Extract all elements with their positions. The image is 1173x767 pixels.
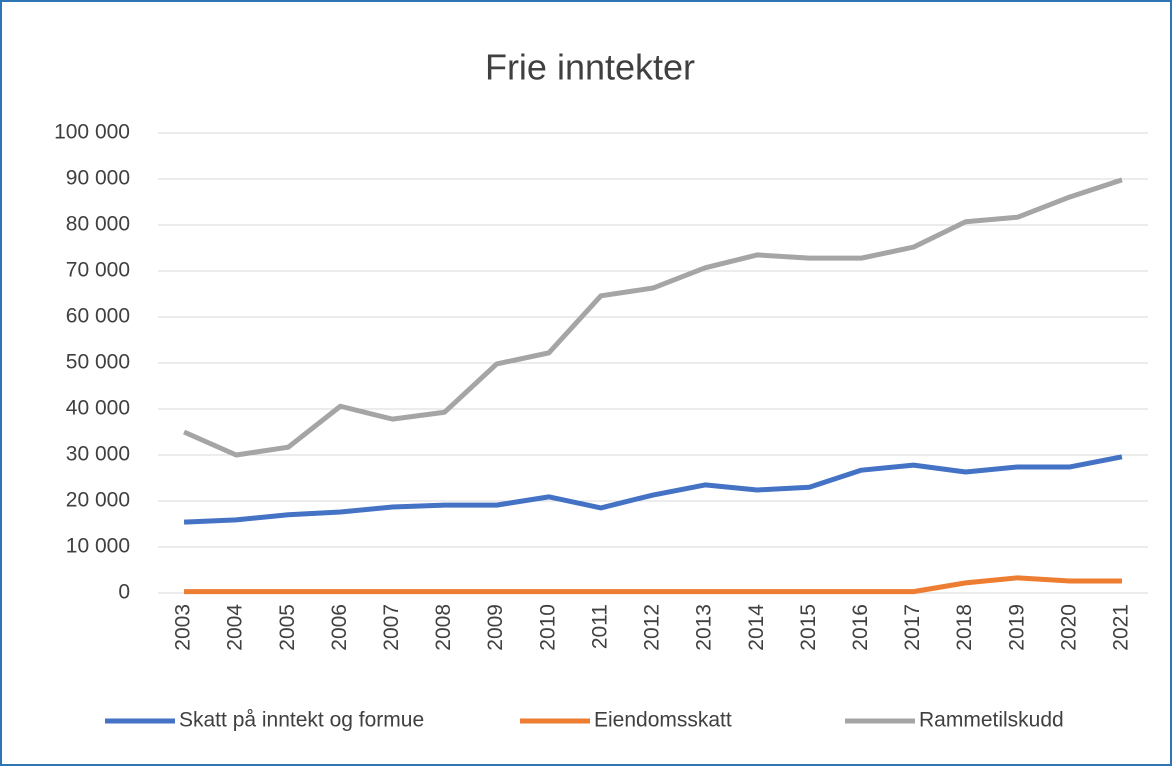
legend-label: Rammetilskudd xyxy=(919,709,1064,732)
x-tick-label: 2016 xyxy=(849,604,872,651)
x-tick-label: 2006 xyxy=(328,604,351,651)
legend-label: Eiendomsskatt xyxy=(594,709,732,732)
y-tick-label: 40 000 xyxy=(66,397,130,420)
series-line xyxy=(184,575,1122,595)
x-tick-label: 2011 xyxy=(588,604,611,649)
y-tick-label: 20 000 xyxy=(66,489,130,512)
x-tick-label: 2009 xyxy=(484,604,507,651)
y-tick-label: 70 000 xyxy=(66,259,130,282)
y-tick-label: 80 000 xyxy=(66,213,130,236)
x-tick-label: 2008 xyxy=(432,604,455,651)
x-tick-label: 2015 xyxy=(797,604,820,651)
x-tick-label: 2012 xyxy=(641,604,664,651)
x-tick-label: 2019 xyxy=(1005,604,1028,651)
x-tick-label: 2018 xyxy=(953,604,976,651)
x-tick-label: 2004 xyxy=(224,604,247,651)
x-tick-label: 2017 xyxy=(901,604,924,651)
x-tick-label: 2021 xyxy=(1109,604,1132,651)
y-tick-label: 100 000 xyxy=(54,121,130,144)
x-tick-label: 2010 xyxy=(536,604,559,651)
y-tick-label: 10 000 xyxy=(66,535,130,558)
x-tick-label: 2003 xyxy=(172,604,195,651)
legend-label: Skatt på inntekt og formue xyxy=(179,709,424,732)
y-tick-label: 0 xyxy=(118,581,130,604)
series-line xyxy=(183,177,1123,458)
y-tick-label: 50 000 xyxy=(66,351,130,374)
y-tick-label: 30 000 xyxy=(66,443,130,466)
x-tick-label: 2005 xyxy=(276,604,299,651)
x-tick-label: 2014 xyxy=(745,604,768,651)
x-tick-label: 2020 xyxy=(1057,604,1080,651)
x-tick-label: 2013 xyxy=(693,604,716,651)
series-line xyxy=(183,454,1123,525)
x-tick-label: 2007 xyxy=(380,604,403,651)
chart-title: Frie inntekter xyxy=(485,47,695,88)
y-tick-label: 60 000 xyxy=(66,305,130,328)
y-tick-label: 90 000 xyxy=(66,167,130,190)
